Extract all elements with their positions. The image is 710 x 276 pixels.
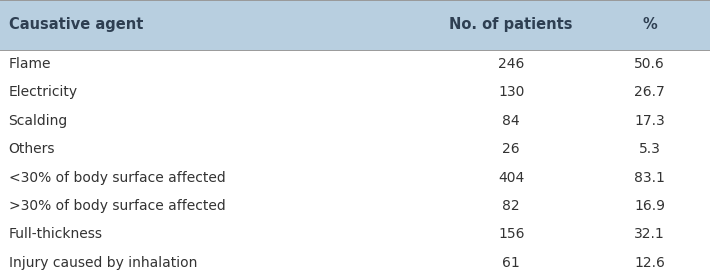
Text: 61: 61 (503, 256, 520, 270)
Text: Scalding: Scalding (9, 114, 67, 128)
Text: %: % (643, 17, 657, 32)
Text: >30% of body surface affected: >30% of body surface affected (9, 199, 225, 213)
Text: Electricity: Electricity (9, 85, 77, 99)
Text: 246: 246 (498, 57, 525, 71)
Text: 12.6: 12.6 (634, 256, 665, 270)
Text: 84: 84 (503, 114, 520, 128)
Text: No. of patients: No. of patients (449, 17, 573, 32)
Text: Causative agent: Causative agent (9, 17, 143, 32)
Text: 32.1: 32.1 (634, 227, 665, 242)
Text: 5.3: 5.3 (639, 142, 660, 156)
Text: 130: 130 (498, 85, 525, 99)
Text: 404: 404 (498, 171, 524, 185)
Text: Injury caused by inhalation: Injury caused by inhalation (9, 256, 197, 270)
Text: <30% of body surface affected: <30% of body surface affected (9, 171, 225, 185)
Text: 17.3: 17.3 (634, 114, 665, 128)
FancyBboxPatch shape (0, 0, 710, 50)
Text: 26: 26 (503, 142, 520, 156)
Text: 26.7: 26.7 (634, 85, 665, 99)
Text: Flame: Flame (9, 57, 51, 71)
Text: 83.1: 83.1 (634, 171, 665, 185)
Text: 16.9: 16.9 (634, 199, 665, 213)
Text: 156: 156 (498, 227, 525, 242)
Text: 50.6: 50.6 (634, 57, 665, 71)
Text: Others: Others (9, 142, 55, 156)
Text: Full-thickness: Full-thickness (9, 227, 102, 242)
Text: 82: 82 (503, 199, 520, 213)
